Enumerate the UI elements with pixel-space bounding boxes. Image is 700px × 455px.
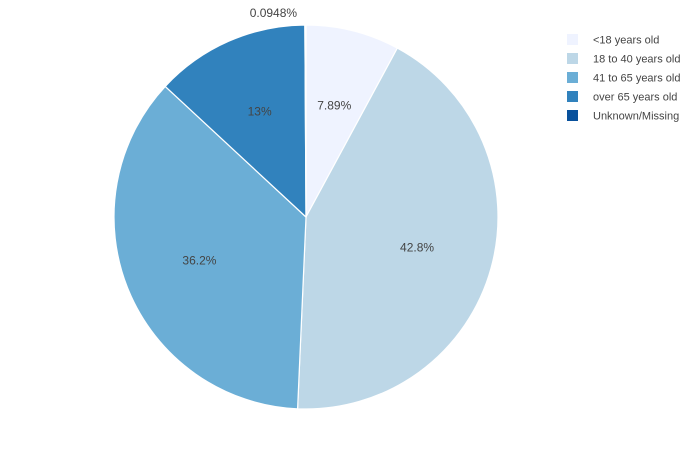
pie-slices: [113, 24, 499, 410]
pie-slice-4[interactable]: [304, 24, 307, 218]
pie-slice-labels: 7.89% 42.8% 36.2% 13% 0.0948%: [182, 6, 434, 268]
legend-swatch-3: [567, 91, 578, 102]
chart-legend: <18 years old 18 to 40 years old 41 to 65 …: [567, 34, 680, 123]
legend-item-4[interactable]: Unknown/Missing: [567, 110, 679, 123]
legend-label-0: <18 years old: [593, 35, 659, 47]
legend-swatch-2: [567, 72, 578, 83]
legend-swatch-0: [567, 34, 578, 45]
legend-label-4: Unknown/Missing: [593, 111, 679, 123]
legend-swatch-4: [567, 110, 578, 121]
legend-item-2[interactable]: 41 to 65 years old: [567, 72, 680, 85]
pie-slice-label-3: 13%: [248, 105, 272, 119]
pie-slice-label-4: 0.0948%: [250, 6, 298, 20]
pie-slice-label-1: 42.8%: [400, 241, 434, 255]
pie-slice-0[interactable]: [305, 24, 399, 218]
legend-swatch-1: [567, 53, 578, 64]
pie-slice-label-2: 36.2%: [182, 254, 216, 268]
pie-slice-3[interactable]: [164, 24, 307, 219]
legend-label-2: 41 to 65 years old: [593, 73, 680, 85]
legend-item-0[interactable]: <18 years old: [567, 34, 659, 47]
legend-label-3: over 65 years old: [593, 92, 677, 104]
pie-slice-label-0: 7.89%: [317, 98, 351, 112]
pie-slice-2[interactable]: [113, 85, 307, 410]
legend-label-1: 18 to 40 years old: [593, 54, 680, 66]
legend-item-1[interactable]: 18 to 40 years old: [567, 53, 680, 66]
legend-item-3[interactable]: over 65 years old: [567, 91, 677, 104]
pie-slice-1[interactable]: [296, 47, 499, 410]
